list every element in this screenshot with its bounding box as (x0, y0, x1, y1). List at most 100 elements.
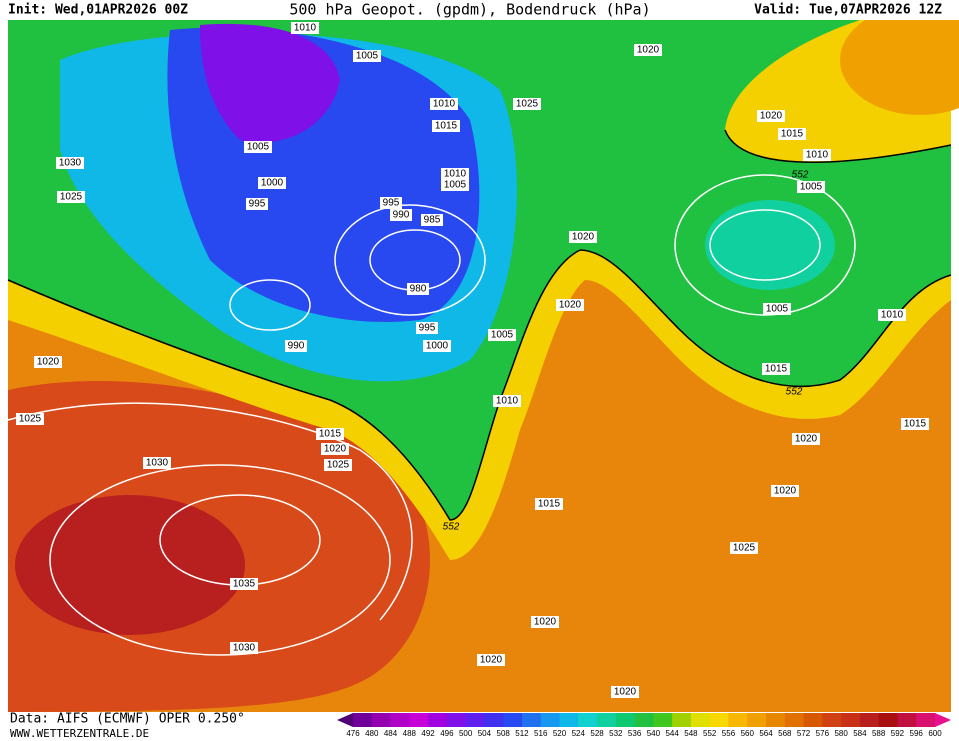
map-field (7, 5, 959, 712)
teal-low (705, 200, 835, 290)
colorbar-swatch (728, 713, 748, 727)
isobar-label: 1005 (800, 182, 823, 193)
colorbar-label: 556 (722, 729, 736, 738)
isobar-label-box (901, 418, 929, 430)
colorbar-swatch (559, 713, 579, 727)
colorbar-swatch (747, 713, 767, 727)
colorbar-label: 600 (928, 729, 942, 738)
colorbar-swatch (822, 713, 842, 727)
isobar-label-box (878, 309, 906, 321)
colorbar-swatch (709, 713, 729, 727)
isobar-label: 1005 (356, 51, 379, 62)
isobar-label: 1005 (444, 180, 467, 191)
isobar-label-box (730, 542, 758, 554)
colorbar-swatch (503, 713, 523, 727)
colorbar-swatch (672, 713, 692, 727)
isobar-label-box (432, 120, 460, 132)
isobar-label: 1020 (572, 232, 595, 243)
colorbar-label: 584 (853, 729, 867, 738)
isobar-label-box (513, 98, 541, 110)
isobar-label-box (771, 485, 799, 497)
valid-time: Valid: Tue,07APR2026 12Z (754, 3, 942, 18)
colorbar-swatch (446, 713, 467, 727)
isobar-label-box (423, 340, 451, 352)
isobar-label-box (421, 214, 443, 226)
isobar-label-box (407, 283, 429, 295)
colorbar-label: 596 (910, 729, 924, 738)
colorbar-label: 504 (478, 729, 492, 738)
colorbar-swatch (916, 713, 936, 727)
colorbar-label: 516 (534, 729, 548, 738)
isobar-label: 1005 (491, 330, 514, 341)
colorbar-label: 540 (647, 729, 661, 738)
colorbar-label: 524 (572, 729, 586, 738)
isobar-label: 1015 (538, 499, 561, 510)
isobar-label-box (430, 98, 458, 110)
isobar-label: 995 (249, 199, 266, 210)
colorbar-swatch (615, 713, 636, 727)
colorbar-swatch (521, 713, 542, 727)
colorbar-end (935, 713, 951, 727)
init-time: Init: Wed,01APR2026 00Z (8, 3, 188, 18)
colorbar-label: 528 (590, 729, 604, 738)
colorbar-label: 536 (628, 729, 642, 738)
colorbar-swatch (371, 713, 392, 727)
isobar-label-box (390, 209, 412, 221)
isobar-label-box (803, 149, 831, 161)
contour-552-north (724, 129, 952, 163)
isobar-label: 985 (424, 215, 441, 226)
colorbar-swatch (784, 713, 805, 727)
colorbar-label: 592 (891, 729, 905, 738)
isobar-label: 1005 (247, 142, 270, 153)
colorbar-swatch (803, 713, 823, 727)
colorbar-swatch (878, 713, 898, 727)
colorbar-swatch (841, 713, 861, 727)
isobar-label: 1015 (781, 129, 804, 140)
isobar-label-box (763, 303, 791, 315)
isobar-label: 980 (410, 284, 427, 295)
colorbar-swatch (484, 713, 504, 727)
data-source: Data: AIFS (ECMWF) OPER 0.250° (10, 712, 245, 727)
isobar-label: 552 (786, 387, 803, 398)
isobar-label-box (441, 168, 469, 180)
isobar-label: 1015 (765, 364, 788, 375)
colorbar-swatch (653, 713, 673, 727)
isobar-label: 1000 (426, 341, 449, 352)
colorbar-swatch (634, 713, 654, 727)
isobar-label-box (535, 498, 563, 510)
isobar-label-box (441, 179, 469, 191)
isobar-label-box (143, 457, 171, 469)
colorbar-swatch (766, 713, 786, 727)
isobar-label-box (531, 616, 559, 628)
isobar-label-box (230, 578, 258, 590)
isobar-label: 1010 (806, 150, 829, 161)
isobar-label-box (488, 329, 516, 341)
isobar-label-box (477, 654, 505, 666)
isobar-label-box (56, 157, 84, 169)
isobar-label: 1010 (881, 310, 904, 321)
isobar-label: 1005 (766, 304, 789, 315)
colorbar-label: 480 (365, 729, 379, 738)
isobar-label-box (493, 395, 521, 407)
colorbar-swatch (465, 713, 485, 727)
isobar-label-box (16, 413, 44, 425)
isobar-label-box (353, 50, 381, 62)
isobar-label-box (324, 459, 352, 471)
header-bar (0, 0, 959, 20)
isobar-label-box (291, 22, 319, 34)
isobar-label-box (762, 363, 790, 375)
isobar-label: 1030 (59, 158, 82, 169)
isobar-label: 1035 (233, 579, 256, 590)
isobar-label-box (778, 128, 806, 140)
colorbar-label: 544 (665, 729, 679, 738)
colorbar-label: 512 (515, 729, 529, 738)
isobar-label-box (556, 299, 584, 311)
colorbar-label: 564 (759, 729, 773, 738)
colorbar-swatch (690, 713, 711, 727)
isobar-label: 1010 (294, 23, 317, 34)
isobar-label: 552 (792, 170, 809, 181)
isobar-label: 1025 (60, 192, 83, 203)
dark-red-core (15, 495, 245, 635)
